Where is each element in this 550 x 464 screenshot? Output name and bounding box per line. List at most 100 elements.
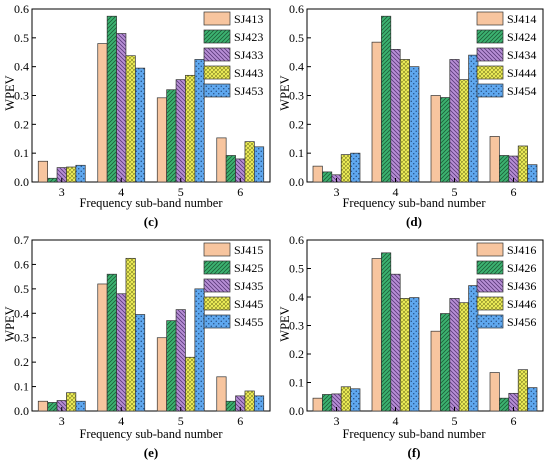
legend-label: SJ456 (507, 315, 536, 329)
y-tick-label: 0.5 (289, 31, 304, 45)
legend-label: SJ434 (507, 48, 536, 62)
bar-sj454 (527, 164, 538, 183)
bar-sj426 (381, 252, 392, 412)
bar-sj433 (116, 33, 127, 183)
y-tick-label: 0.4 (14, 306, 29, 320)
y-tick-label: 0.5 (289, 262, 304, 276)
panel-label: (c) (144, 214, 158, 229)
x-tick-label: 6 (237, 185, 243, 199)
panel-label: (d) (406, 214, 422, 229)
legend-swatch (476, 242, 504, 257)
legend-swatch (203, 29, 231, 44)
bar-sj454 (409, 66, 420, 183)
bar-sj455 (135, 314, 146, 412)
bar-sj434 (390, 49, 401, 183)
bar-sj423 (166, 89, 177, 183)
bar-sj415 (37, 400, 48, 412)
bar-sj416 (312, 397, 323, 412)
bar-sj415 (216, 376, 227, 412)
bar-sj455 (254, 395, 265, 412)
y-tick-label: 0.1 (289, 376, 304, 390)
legend-swatch (203, 47, 231, 62)
bar-sj424 (499, 155, 510, 183)
bar-sj443 (125, 55, 136, 183)
bar-sj445 (185, 356, 196, 412)
y-tick-label: 0.1 (14, 380, 29, 394)
legend-swatch (476, 278, 504, 293)
category-axis-title: Frequency sub-band number (79, 427, 223, 441)
bar-sj456 (527, 387, 538, 412)
bar-sj424 (381, 15, 392, 183)
legend-label: SJ415 (234, 243, 263, 257)
x-tick-label: 6 (511, 185, 517, 199)
bar-sj424 (322, 171, 333, 183)
y-tick-label: 0.0 (14, 404, 29, 418)
y-tick-label: 0.4 (14, 60, 29, 74)
bar-sj414 (430, 95, 441, 183)
bar-sj434 (449, 59, 460, 183)
panel-label: (e) (144, 445, 158, 460)
bar-sj416 (489, 372, 500, 412)
bar-sj425 (225, 400, 236, 412)
y-tick-label: 0.2 (289, 347, 304, 361)
y-tick-label: 0.2 (14, 117, 29, 131)
bar-sj426 (322, 394, 333, 412)
bar-sj444 (340, 154, 351, 183)
legend-swatch (476, 314, 504, 329)
legend-swatch (476, 65, 504, 80)
bar-sj415 (156, 337, 167, 412)
x-tick-label: 5 (452, 414, 458, 428)
x-tick-label: 4 (393, 185, 399, 199)
y-tick-label: 0.3 (289, 319, 304, 333)
bar-sj436 (449, 298, 460, 412)
legend-label: SJ455 (234, 315, 263, 329)
bar-sj443 (185, 74, 196, 183)
legend-label: SJ425 (234, 261, 263, 275)
y-tick-label: 0.0 (289, 404, 304, 418)
x-tick-label: 5 (452, 185, 458, 199)
y-tick-label: 0.2 (289, 117, 304, 131)
legend-swatch (203, 296, 231, 311)
legend-swatch (476, 296, 504, 311)
bar-sj426 (499, 397, 510, 412)
y-tick-label: 0.7 (14, 233, 29, 247)
value-axis-title: WPEV (3, 75, 17, 110)
legend-label: SJ426 (507, 261, 536, 275)
chart-panel-d: 0.0 0.1 0.2 0.3 0.4 0.5 0.6 3 4 5 6 SJ414 SJ424 SJ434… (289, 2, 544, 199)
y-tick-label: 0.3 (289, 89, 304, 103)
value-axis-title: WPEV (3, 306, 17, 341)
legend-swatch (476, 260, 504, 275)
x-tick-label: 6 (511, 414, 517, 428)
plot-frame (31, 239, 271, 412)
bar-sj446 (340, 386, 351, 412)
bar-sj444 (458, 79, 469, 183)
chart-panel-e: 0.0 0.1 0.2 0.3 0.4 0.5 0.6 0.7 3 4 5 6 SJ415 SJ425 SJ… (14, 233, 271, 428)
bar-sj423 (225, 155, 236, 183)
bar-sj416 (430, 330, 441, 412)
bar-sj435 (175, 309, 186, 412)
bar-sj416 (371, 258, 382, 412)
legend-swatch (476, 11, 504, 26)
legend-label: SJ414 (507, 12, 536, 26)
bar-sj435 (116, 293, 127, 412)
bar-sj414 (371, 41, 382, 183)
legend-label: SJ443 (234, 66, 263, 80)
bar-sj414 (489, 136, 500, 183)
x-tick-label: 3 (334, 414, 340, 428)
legend-swatch (203, 314, 231, 329)
x-tick-label: 3 (59, 185, 65, 199)
bar-sj445 (125, 257, 136, 412)
legend-swatch (476, 83, 504, 98)
legend-label: SJ444 (507, 66, 536, 80)
bar-sj426 (440, 313, 451, 412)
bar-sj456 (468, 285, 479, 412)
bar-sj443 (66, 166, 77, 183)
bar-sj453 (254, 146, 265, 183)
bar-sj423 (106, 15, 117, 183)
bar-sj413 (37, 160, 48, 183)
bar-sj436 (390, 273, 401, 412)
legend-label: SJ436 (507, 279, 536, 293)
bar-sj414 (312, 165, 323, 183)
x-tick-label: 3 (59, 414, 65, 428)
bar-sj444 (399, 59, 410, 183)
